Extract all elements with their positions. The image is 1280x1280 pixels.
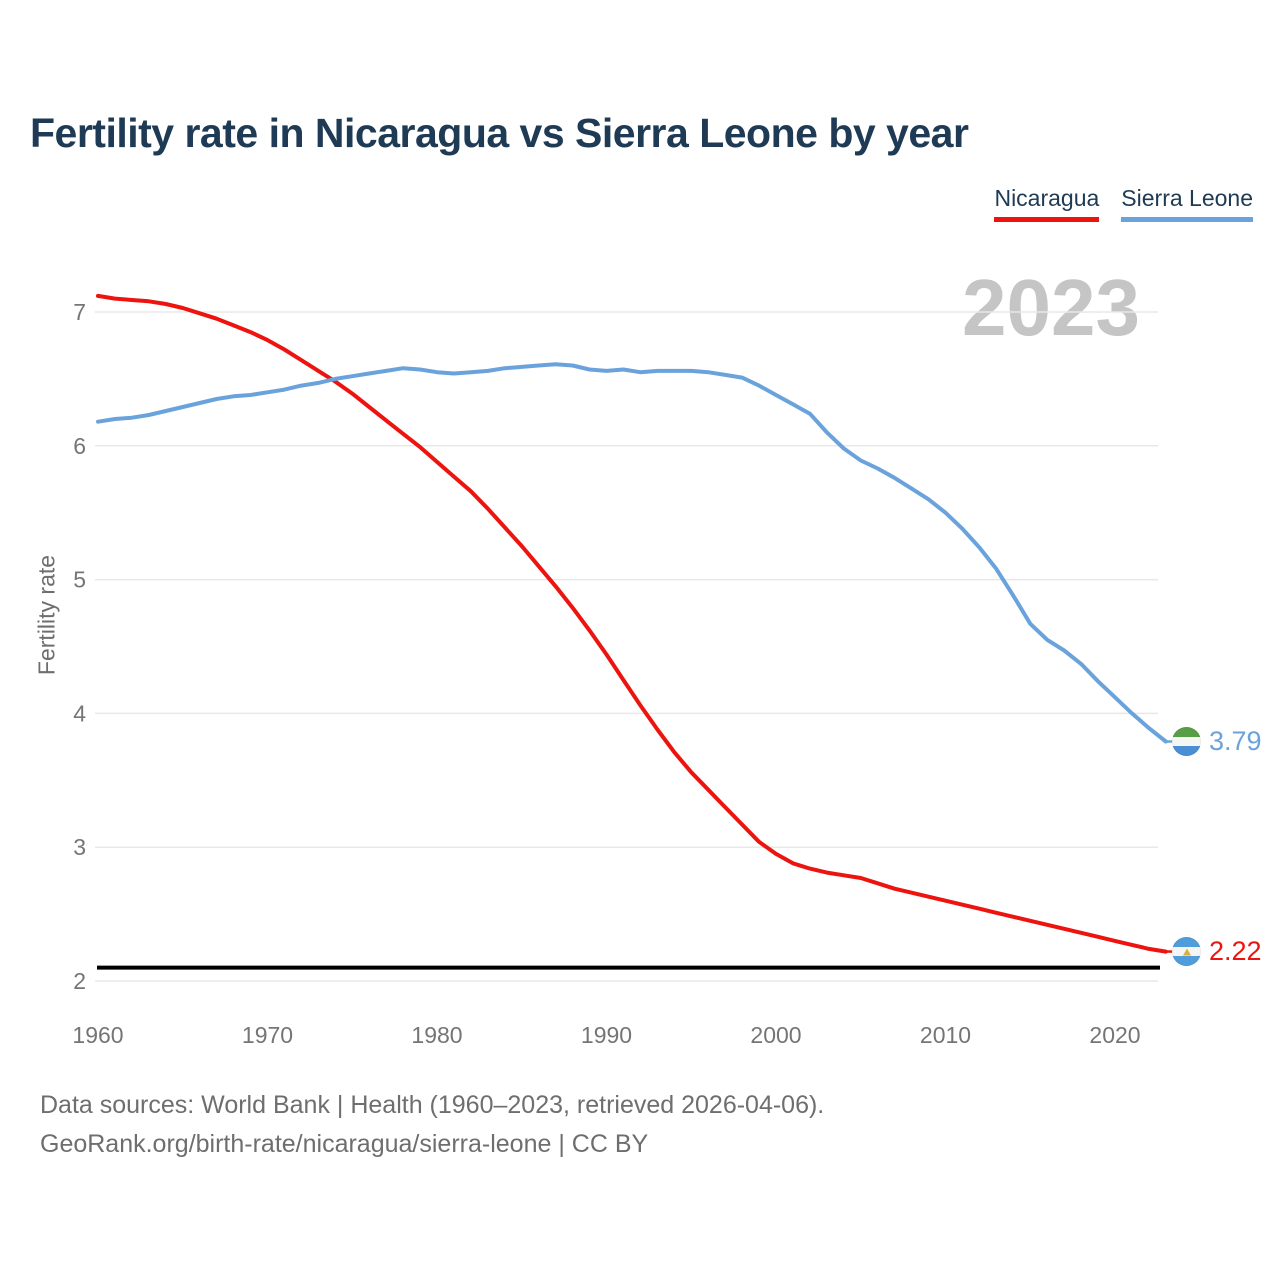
nicaragua-line	[96, 293, 1168, 954]
x-tick-label: 2010	[920, 1022, 971, 1048]
current-year-watermark: 2023	[962, 263, 1140, 352]
sierra-leone-color-swatch	[1121, 217, 1253, 222]
page-title: Fertility rate in Nicaragua vs Sierra Le…	[30, 110, 969, 156]
legend-label-nicaragua: Nicaragua	[994, 185, 1100, 211]
x-tick-label: 1980	[411, 1022, 462, 1048]
footer-sources-line: Data sources: World Bank | Health (1960–…	[40, 1091, 825, 1119]
legend-item-sierra-leone[interactable]: Sierra Leone	[1121, 185, 1253, 222]
sierra-leone-flag-icon	[1172, 726, 1201, 756]
x-tick-label: 2020	[1089, 1022, 1140, 1048]
coat-of-arms-emblem	[1182, 948, 1191, 956]
x-tick-label: 1960	[72, 1022, 123, 1048]
nicaragua-color-swatch	[994, 217, 1100, 222]
nicaragua-flag-icon	[1172, 937, 1201, 967]
x-tick-label: 1970	[242, 1022, 293, 1048]
sierra-leone-end-label: 3.79	[1172, 726, 1262, 756]
y-tick-label: 6	[73, 433, 86, 459]
legend: Nicaragua Sierra Leone	[994, 185, 1253, 222]
legend-item-nicaragua[interactable]: Nicaragua	[994, 185, 1100, 222]
nicaragua-end-value: 2.22	[1209, 936, 1262, 967]
y-tick-label: 3	[73, 834, 86, 860]
y-tick-label: 4	[73, 700, 86, 726]
y-tick-label: 7	[73, 299, 86, 325]
y-tick-label: 2	[73, 968, 86, 994]
footer: Data sources: World Bank | Health (1960–…	[40, 1086, 824, 1164]
x-tick-label: 2000	[750, 1022, 801, 1048]
footer-attribution-line: GeoRank.org/birth-rate/nicaragua/sierra-…	[40, 1130, 649, 1158]
x-tick-label: 1990	[581, 1022, 632, 1048]
sierra-leone-line	[96, 362, 1168, 744]
nicaragua-end-label: 2.22	[1172, 936, 1262, 967]
y-tick-label: 5	[73, 567, 86, 593]
legend-label-sierra-leone: Sierra Leone	[1121, 185, 1253, 211]
sierra-leone-end-value: 3.79	[1209, 725, 1262, 756]
